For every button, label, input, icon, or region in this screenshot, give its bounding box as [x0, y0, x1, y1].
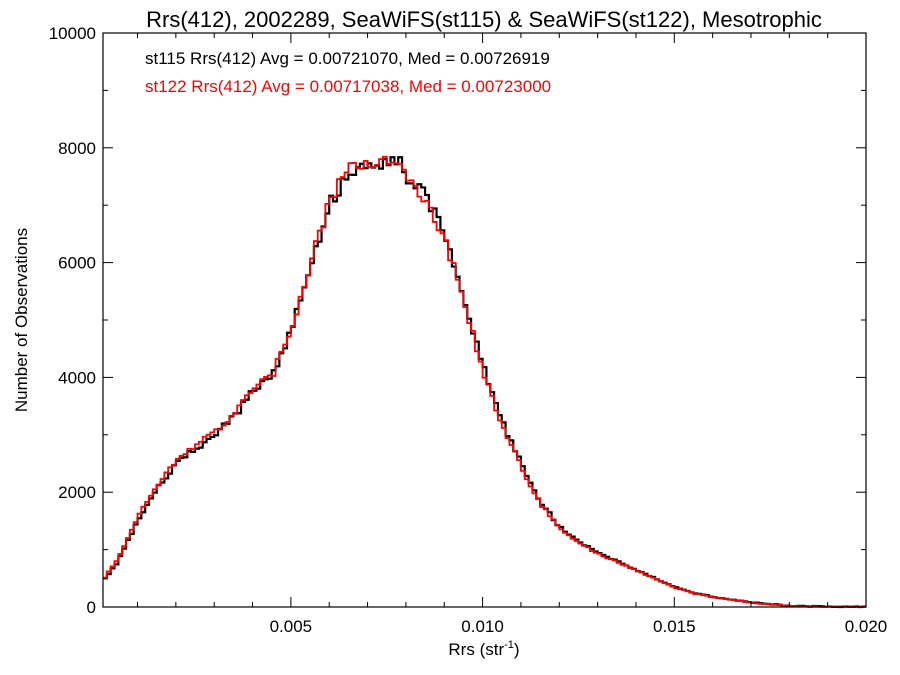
series-st122-histogram — [103, 155, 866, 608]
annotation-st122: st122 Rrs(412) Avg = 0.00717038, Med = 0… — [145, 77, 551, 96]
y-tick-label: 8000 — [58, 139, 96, 158]
x-axis-label-end: ) — [514, 640, 520, 659]
x-axis-label-main: Rrs (str — [448, 640, 504, 659]
plot-frame — [102, 32, 867, 608]
x-axis-label: Rrs (str-1) — [448, 639, 519, 659]
y-tick-label: 6000 — [58, 254, 96, 273]
y-tick-label: 0 — [87, 598, 96, 617]
x-tick-label: 0.010 — [461, 617, 504, 636]
y-tick-label: 4000 — [58, 368, 96, 387]
y-axis-ticks: 0 2000 4000 6000 8000 10000 — [49, 24, 866, 617]
x-tick-label: 0.005 — [270, 617, 313, 636]
x-tick-label: 0.015 — [653, 617, 696, 636]
y-tick-label: 10000 — [49, 24, 96, 43]
x-axis-ticks: 0.005 0.010 0.015 0.020 — [137, 33, 888, 636]
y-tick-label: 2000 — [58, 483, 96, 502]
annotation-st115: st115 Rrs(412) Avg = 0.00721070, Med = 0… — [145, 49, 550, 68]
chart-title: Rrs(412), 2002289, SeaWiFS(st115) & SeaW… — [146, 7, 822, 32]
series-layer — [103, 155, 866, 609]
x-tick-label: 0.020 — [845, 617, 888, 636]
series-st115-histogram — [103, 156, 866, 609]
x-axis-label-superscript: -1 — [504, 639, 514, 651]
y-axis-label: Number of Observations — [12, 228, 31, 412]
